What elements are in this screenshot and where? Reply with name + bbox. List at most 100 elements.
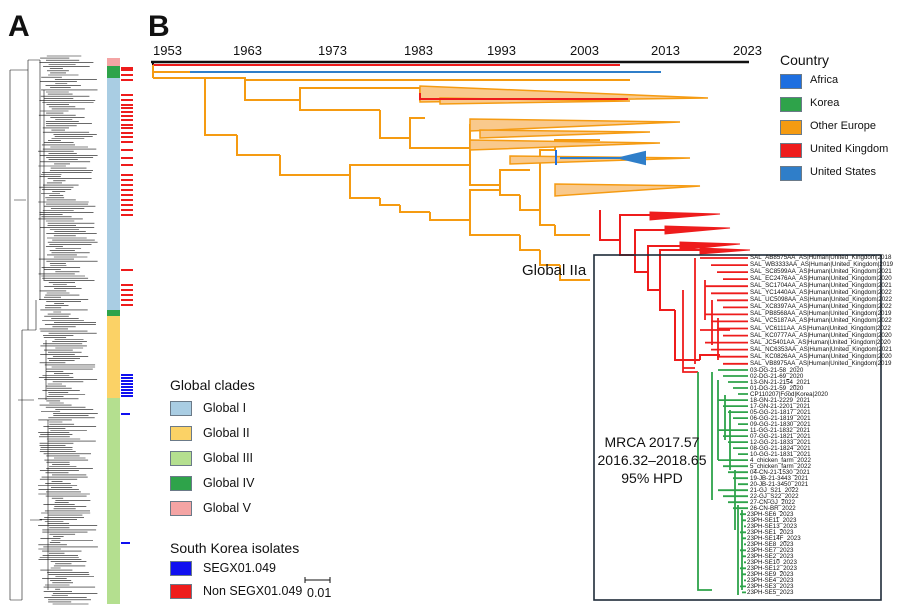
clade-label-global-iii: Global III: [203, 451, 254, 465]
clade-label-global-v: Global V: [203, 501, 251, 515]
korea-tip-label: 05-GG-21-1817_2021: [750, 409, 811, 417]
korea-tip-label: 23PH-SE7_2023: [747, 547, 794, 555]
panel-b-label: B: [148, 10, 170, 43]
scale-bar-label: 0.01: [307, 586, 332, 600]
korea-tip-label: 23PH-SE1_2023: [747, 529, 794, 537]
year-label: 2003: [570, 43, 599, 58]
korea-tip-label: 09-GG-21-1830_2021: [750, 421, 811, 429]
uk-tip-label: SAL_VC5187AA_AS|Human|United_Kingdom|202…: [750, 317, 892, 325]
isolate-label-non-segx: Non SEGX01.049: [203, 584, 303, 598]
panel-a-branches: [9, 55, 98, 605]
korea-tip-label: 23PH-SE8_2023: [747, 541, 794, 549]
mrca-date: MRCA 2017.57: [604, 434, 700, 450]
korea-tip-label: 18-GN-21-2229_2021: [750, 397, 811, 405]
global-iia-inset-tree: [682, 257, 748, 595]
korea-tip-label: 4_chicken_farm_2022: [750, 457, 811, 465]
uk-tip-label: SAL_KC0777AA_AS|Human|United_Kingdom|202…: [750, 331, 892, 339]
korea-tip-label: 23PH-SE4_2023: [747, 577, 794, 585]
year-label: 1953: [153, 43, 182, 58]
uk-tip-label: SAL_VC6111AA_AS|Human|United_Kingdom|202…: [750, 324, 891, 332]
year-label: 2013: [651, 43, 680, 58]
korea-tip-label: 01-DG-21-59_2020: [750, 385, 804, 392]
korea-tip-label: 11-GG-21-1832_2021: [750, 427, 811, 435]
clade-bar-global-iv: [107, 310, 120, 316]
korea-tip-label: 06-GG-21-1819_2021: [750, 415, 811, 423]
country-legend-title: Country: [780, 52, 830, 68]
isolate-marks: [121, 67, 133, 544]
korea-tip-label: 03-DG-21-58_2020: [750, 367, 804, 374]
panel-a-tree: [9, 55, 98, 605]
uk-tip-label: SAL_WB3333AA_AS|Human|United_Kingdom|201…: [750, 261, 894, 269]
country-swatch-korea: [780, 97, 802, 112]
clade-swatch-global-v: [170, 501, 192, 516]
korea-tip-label: 23PH-SE2_2023: [747, 553, 794, 561]
uk-inset-branches: [682, 257, 748, 373]
clade-legend-title: Global clades: [170, 377, 255, 393]
country-label-africa: Africa: [810, 74, 839, 86]
uk-tip-label: SAL_EC2476AA_AS|Human|United_Kingdom|202…: [750, 275, 892, 283]
clade-bar-global-i: [107, 78, 120, 310]
korea-tip-label: 27-CN-GJ_2022: [750, 499, 796, 507]
clade-swatch-global-i: [170, 401, 192, 416]
isolate-legend-title: South Korea isolates: [170, 540, 300, 556]
country-label-korea: Korea: [810, 97, 840, 109]
korea-tip-label: 23PH-SE3_2023: [747, 583, 794, 591]
clade-bar-global-iii: [107, 398, 120, 604]
korea-tip-label: 07-GG-21-1821_2021: [750, 433, 811, 441]
uk-tip-label: SAL_JC5401AA_AS|Human|United_Kingdom|202…: [750, 338, 891, 346]
uk-tip-label: SAL_VB8975AA_AS|Human|United_Kingdom|201…: [750, 359, 892, 367]
korea-tip-label: 22-GJ_S22_2022: [750, 493, 799, 501]
year-label: 1973: [318, 43, 347, 58]
year-label: 1983: [404, 43, 433, 58]
korea-tip-label: CP110207|Food|Korea|2020: [750, 391, 828, 398]
clade-label-global-i: Global I: [203, 401, 247, 415]
clade-label-global-ii: Global II: [203, 426, 250, 440]
uk-tip-label: SAL_NC6353AA_AS|Human|United_Kingdom|202…: [750, 345, 893, 353]
uk-tip-label: SAL_SC1704AA_AS|Human|United_Kingdom|202…: [750, 282, 892, 290]
uk-tip-label: SAL_XC8397AA_AS|Human|United_Kingdom|202…: [750, 303, 892, 311]
country-label-other-europe: Other Europe: [810, 120, 877, 132]
country-label-united-kingdom: United Kingdom: [810, 143, 889, 155]
isolate-swatch-segx: [170, 561, 192, 576]
uk-tip-label: SAL_PB8568AA_AS|Human|United_Kingdom|201…: [750, 310, 892, 318]
korea-tip-label: 08-GG-21-1824_2021: [750, 445, 811, 453]
other-europe-branches: [204, 77, 630, 281]
korea-tip-label: 23PH-SE12_2023: [747, 565, 797, 573]
panel-a-label: A: [8, 10, 30, 43]
korea-tip-label: 12-GG-21-1833_2021: [750, 439, 811, 447]
isolate-label-segx: SEGX01.049: [203, 561, 276, 575]
korea-tip-label: 23PH-SE10_2023: [747, 559, 797, 567]
korea-inset-branches: [697, 369, 748, 595]
korea-tip-label: 20-JB-21-3450_2021: [750, 481, 809, 489]
other-europe-collapsed-clades: [419, 85, 709, 197]
clade-swatch-global-ii: [170, 426, 192, 441]
korea-tip-label: 5_chicken_farm_2022: [750, 463, 811, 471]
uk-tip-label: SAL_SC8599AA_AS|Human|United_Kingdom|202…: [750, 268, 892, 276]
clade-swatch-global-iii: [170, 451, 192, 466]
clade-label-global-iv: Global IV: [203, 476, 255, 490]
country-swatch-other-europe: [780, 120, 802, 135]
country-label-united-states: United States: [810, 166, 877, 178]
isolate-swatch-non-segx: [170, 584, 192, 599]
korea-tip-label: 10-GG-21-1831_2021: [750, 451, 811, 459]
korea-tip-label: 23PH-SE14F_2023: [747, 535, 801, 543]
mrca-interval: 2016.32–2018.65: [597, 452, 707, 468]
country-swatch-united-states: [780, 166, 802, 181]
korea-tip-label: 04-CN-21-1530_2021: [750, 469, 810, 477]
africa-clade: [560, 150, 646, 166]
uk-tip-label: SAL_YC1440AA_AS|Human|United_Kingdom|202…: [750, 289, 892, 297]
year-label: 2023: [733, 43, 762, 58]
korea-tip-label: 23PH-SE9_2023: [747, 571, 794, 579]
uk-tip-label: SAL_KC0826AA_AS|Human|United_Kingdom|202…: [750, 352, 892, 360]
uk-collapsed-clades: [649, 211, 751, 255]
korea-tip-label: 23PH-SE11_2023: [747, 517, 797, 525]
korea-tip-label: 21-GJ_S21_2022: [750, 487, 799, 495]
korea-tip-label: 26-CN-BR_2022: [750, 505, 796, 513]
korea-tip-label: 13-GN-21-2154_2021: [750, 379, 811, 386]
country-swatch-united-kingdom: [780, 143, 802, 158]
korea-tip-label: 23PH-SE5_2023: [747, 589, 794, 597]
global-iia-label: Global IIa: [522, 262, 587, 279]
mrca-hpd: 95% HPD: [621, 470, 683, 486]
